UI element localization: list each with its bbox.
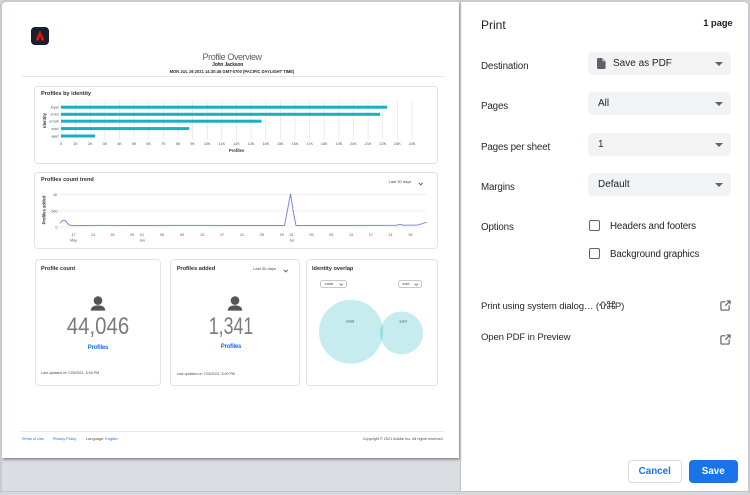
svg-text:09: 09 xyxy=(329,233,333,237)
svg-text:21: 21 xyxy=(389,233,393,237)
svg-text:21: 21 xyxy=(91,233,95,237)
svg-text:20K: 20K xyxy=(350,142,357,146)
svg-text:Jun: Jun xyxy=(139,239,145,243)
svg-text:ecid: ecid xyxy=(399,319,406,324)
svg-text:cmid: cmid xyxy=(346,319,354,324)
svg-text:17: 17 xyxy=(220,233,224,237)
svg-text:Profiles: Profiles xyxy=(229,148,245,153)
svg-text:2K: 2K xyxy=(88,142,93,146)
svg-text:13K: 13K xyxy=(248,142,255,146)
svg-text:500: 500 xyxy=(51,209,57,213)
svg-text:17: 17 xyxy=(369,233,373,237)
svg-text:17K: 17K xyxy=(306,142,313,146)
svg-text:0: 0 xyxy=(60,142,62,146)
svg-text:14K: 14K xyxy=(262,142,269,146)
svg-text:4K: 4K xyxy=(117,142,122,146)
svg-text:29: 29 xyxy=(130,233,134,237)
svg-text:3K: 3K xyxy=(103,142,108,146)
svg-text:01: 01 xyxy=(290,233,294,237)
svg-text:15K: 15K xyxy=(277,142,284,146)
svg-text:May: May xyxy=(70,239,77,243)
svg-text:25: 25 xyxy=(110,233,114,237)
svg-text:25: 25 xyxy=(408,233,412,237)
svg-text:05: 05 xyxy=(160,233,164,237)
svg-text:cmid: cmid xyxy=(50,113,58,117)
svg-text:10K: 10K xyxy=(204,142,211,146)
svg-text:Profiles added: Profiles added xyxy=(42,195,47,224)
svg-text:9K: 9K xyxy=(190,142,195,146)
svg-text:11K: 11K xyxy=(219,142,226,146)
svg-text:13: 13 xyxy=(349,233,353,237)
svg-text:0: 0 xyxy=(55,225,57,229)
svg-text:Jul: Jul xyxy=(289,239,294,243)
svg-text:19K: 19K xyxy=(335,142,342,146)
svg-text:12K: 12K xyxy=(233,142,240,146)
svg-text:16K: 16K xyxy=(292,142,299,146)
svg-text:loyal: loyal xyxy=(51,106,59,110)
svg-text:24K: 24K xyxy=(409,142,416,146)
svg-text:18K: 18K xyxy=(321,142,328,146)
svg-text:5K: 5K xyxy=(132,142,137,146)
svg-text:21: 21 xyxy=(240,233,244,237)
svg-text:1K: 1K xyxy=(53,193,58,197)
svg-text:01: 01 xyxy=(140,233,144,237)
svg-text:7K: 7K xyxy=(161,142,166,146)
svg-text:23K: 23K xyxy=(394,142,401,146)
svg-text:25: 25 xyxy=(260,233,264,237)
svg-text:09: 09 xyxy=(180,233,184,237)
svg-text:ecid: ecid xyxy=(52,127,59,131)
svg-text:6K: 6K xyxy=(146,142,151,146)
svg-text:aaid: aaid xyxy=(51,134,58,138)
svg-text:17: 17 xyxy=(71,233,75,237)
svg-text:21K: 21K xyxy=(365,142,372,146)
svg-text:29: 29 xyxy=(280,233,284,237)
svg-text:05: 05 xyxy=(309,233,313,237)
svg-text:13: 13 xyxy=(200,233,204,237)
svg-text:8K: 8K xyxy=(176,142,181,146)
svg-text:1K: 1K xyxy=(73,142,78,146)
svg-text:Identity: Identity xyxy=(42,112,47,128)
svg-text:email: email xyxy=(49,120,58,124)
svg-text:22K: 22K xyxy=(379,142,386,146)
